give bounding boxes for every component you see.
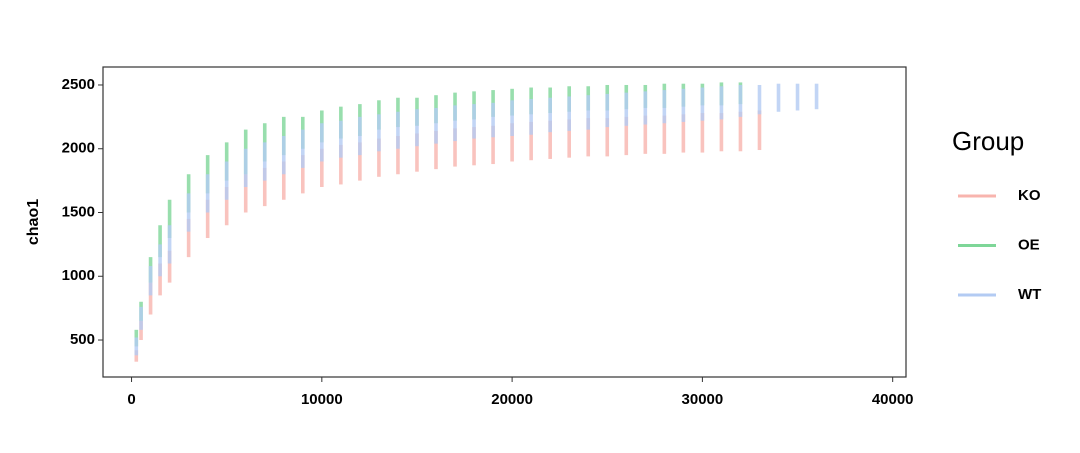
range-bar (186, 218, 191, 258)
range-bar (643, 115, 648, 154)
range-bar (167, 199, 172, 239)
y-tick-label: 500 (70, 331, 95, 348)
range-bar (529, 121, 533, 161)
range-bar (134, 337, 139, 356)
range-bar (205, 174, 210, 213)
range-bar (510, 100, 514, 136)
range-bar (300, 155, 305, 194)
range-bar (134, 350, 139, 362)
range-bar (586, 118, 591, 157)
range-bar (491, 125, 495, 165)
range-bar (814, 83, 819, 110)
range-bar (529, 99, 533, 135)
range-bar (148, 266, 153, 296)
range-bar (167, 225, 172, 264)
x-tick-label: 0 (127, 391, 135, 408)
range-bar (243, 148, 248, 187)
range-bar (262, 167, 267, 207)
range-bar (700, 87, 705, 121)
range-bar (472, 127, 476, 166)
range-bar (358, 142, 362, 181)
range-bar (491, 102, 495, 138)
range-bar (300, 129, 305, 168)
range-bar (586, 95, 591, 130)
range-bar (158, 263, 162, 296)
range-bar (510, 123, 514, 162)
x-tick-label: 40000 (872, 391, 914, 408)
range-bar (757, 84, 762, 115)
y-axis-title: chao1 (25, 199, 42, 245)
range-bar (605, 118, 610, 157)
range-bar (186, 193, 191, 232)
range-bar (624, 116, 629, 156)
range-bar (281, 161, 286, 200)
range-bar (434, 107, 438, 144)
range-bar (567, 119, 571, 158)
range-bar (548, 97, 552, 133)
range-bar (681, 88, 686, 122)
x-tick-label: 10000 (301, 391, 343, 408)
range-bar (377, 138, 381, 177)
range-bar (377, 114, 381, 152)
range-bar (396, 111, 400, 149)
range-bar (662, 90, 667, 124)
range-bar (139, 306, 143, 330)
range-bar (167, 250, 172, 283)
range-bar (415, 133, 419, 172)
range-bar (148, 282, 153, 315)
legend-label: OE (1018, 236, 1040, 253)
range-bar (158, 244, 162, 277)
range-bar (158, 225, 162, 258)
range-bar (757, 110, 762, 151)
range-bar (643, 91, 648, 125)
range-bar (795, 83, 800, 111)
range-bar (205, 199, 210, 239)
range-bar (548, 120, 552, 159)
range-bar (453, 128, 457, 167)
plot-frame (102, 66, 907, 378)
range-bar (320, 123, 324, 162)
range-bar (358, 116, 362, 156)
x-tick-label: 30000 (682, 391, 724, 408)
y-tick-label: 1500 (62, 203, 95, 220)
x-tick-label: 20000 (491, 391, 533, 408)
range-bar (453, 105, 457, 142)
range-bar (339, 144, 343, 185)
y-tick-label: 2500 (62, 76, 95, 93)
range-bar (605, 93, 610, 128)
range-bar (738, 84, 743, 117)
range-bar (415, 109, 419, 147)
range-bar (472, 104, 476, 139)
range-bar (681, 114, 686, 153)
legend-label: KO (1018, 187, 1041, 204)
range-bar (662, 115, 667, 154)
range-bar (320, 148, 324, 187)
range-bar (243, 174, 248, 213)
range-bar (139, 320, 143, 341)
range-bar (262, 142, 267, 181)
range-bar (281, 135, 286, 175)
legend-label: WT (1018, 286, 1041, 303)
y-tick-label: 1000 (62, 267, 95, 284)
range-bar (700, 113, 705, 153)
legend-title: Group (952, 126, 1024, 156)
range-bar (738, 111, 743, 152)
range-bar (434, 130, 438, 170)
y-tick-label: 2000 (62, 140, 95, 157)
range-bar (624, 92, 629, 126)
range-bar (224, 186, 229, 226)
range-bar (224, 161, 229, 200)
range-bar (396, 135, 400, 175)
range-bar (719, 86, 724, 120)
range-bar (567, 96, 571, 131)
range-bar (339, 120, 343, 158)
range-bar (776, 83, 781, 112)
range-bar (719, 113, 724, 152)
